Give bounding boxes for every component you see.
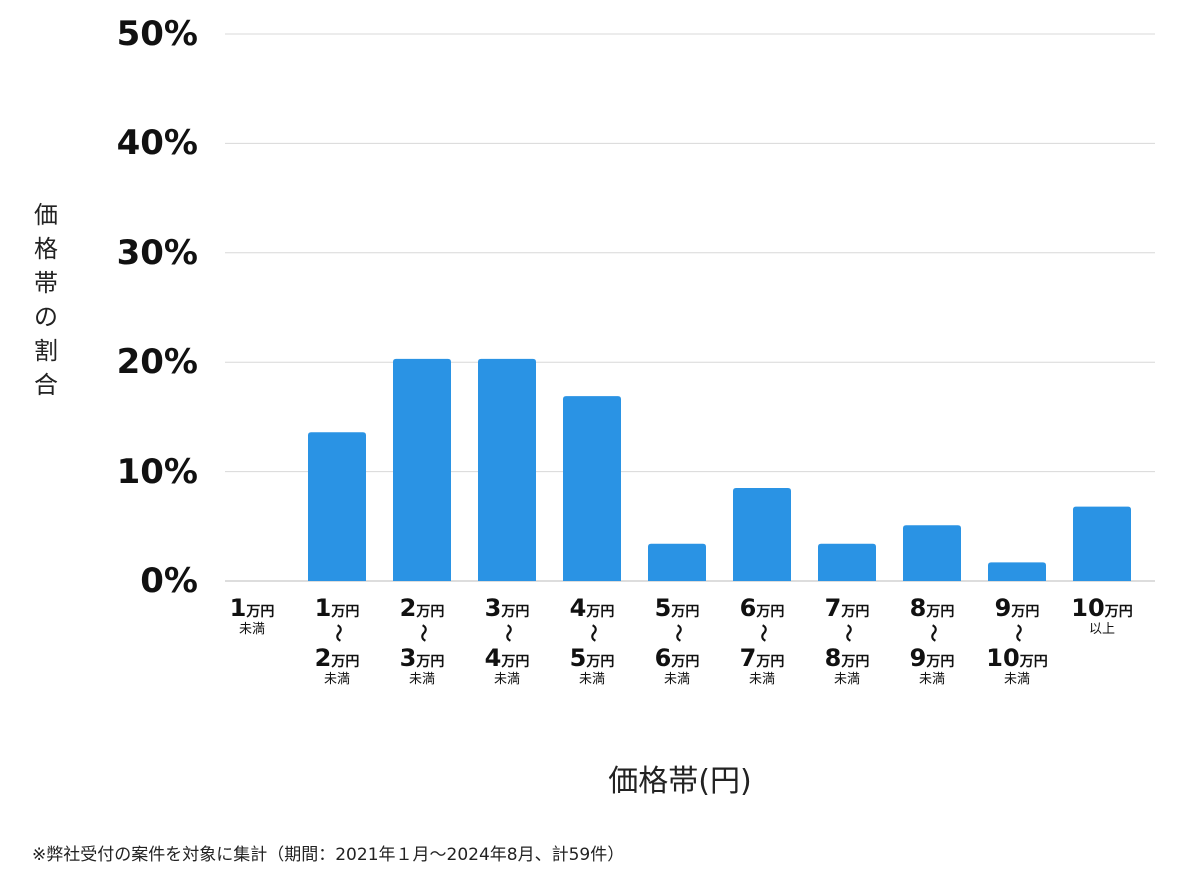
y-tick-label: 50% [116,14,198,54]
footnote: ※弊社受付の案件を対象に集計（期間：2021年１月〜2024年8月、計59件） [32,845,625,865]
y-tick-label: 0% [140,561,198,601]
range-unit: 万円 [671,604,700,620]
x-tick-label: 2万円〜 3万円 未満 [380,594,464,688]
range-from: 1 [229,594,247,622]
range-suffix: 未満 [323,672,350,687]
range-unit: 万円 [1019,654,1048,670]
range-unit: 万円 [756,654,785,670]
bar [733,488,791,581]
bar [478,358,536,581]
range-from: 6 [739,594,757,622]
range-from: 2 [399,594,417,622]
range-to: 7 [739,644,757,672]
y-axis-label-char: の [34,303,58,331]
range-tilde: 〜 [327,624,348,642]
bar [648,543,706,581]
range-from: 3 [484,594,502,622]
range-tilde: 〜 [582,624,603,642]
range-tilde: 〜 [922,624,943,642]
range-unit: 万円 [1011,604,1040,620]
range-unit: 万円 [671,654,700,670]
y-axis-label-char: 帯 [34,269,58,297]
range-tilde: 〜 [1007,624,1028,642]
range-suffix: 未満 [238,622,265,637]
range-to: 10 [986,644,1020,672]
y-tick-label: 10% [116,451,198,492]
x-tick-label: 4万円〜 5万円 未満 [550,594,634,688]
range-from: 1 [314,594,332,622]
bar [1073,506,1131,581]
range-from: 9 [994,594,1012,622]
range-tilde: 〜 [837,624,858,642]
range-suffix: 未満 [918,672,945,687]
x-tick-label: 5万円〜 6万円 未満 [635,594,719,688]
bar [988,562,1046,581]
range-suffix: 未満 [748,672,775,687]
range-from: 7 [824,594,842,622]
range-to: 9 [909,644,927,672]
bar [393,358,451,581]
bar [308,432,366,581]
range-unit: 万円 [416,654,445,670]
range-suffix: 以上 [1088,622,1115,637]
x-tick-label: 10万円以上 [1060,594,1144,638]
range-suffix: 未満 [493,672,520,687]
x-axis-label: 価格帯(円) [608,764,752,799]
range-from: 5 [654,594,672,622]
range-unit: 万円 [501,654,530,670]
y-axis-label: 価格帯の割合 [28,198,64,402]
x-tick-label: 9万円〜 10万円 未満 [975,594,1059,688]
range-unit: 万円 [246,604,275,620]
range-suffix: 未満 [578,672,605,687]
range-suffix: 未満 [1003,672,1030,687]
range-tilde: 〜 [412,624,433,642]
range-to: 2 [314,644,332,672]
y-tick-label: 20% [116,342,198,383]
range-tilde: 〜 [752,624,773,642]
range-tilde: 〜 [667,624,688,642]
range-unit: 万円 [331,654,360,670]
bar [563,396,621,581]
range-unit: 万円 [1104,604,1133,620]
range-tilde: 〜 [497,624,518,642]
range-to: 3 [399,644,417,672]
range-from: 4 [569,594,587,622]
x-tick-label: 7万円〜 8万円 未満 [805,594,889,688]
range-unit: 万円 [331,604,360,620]
range-unit: 万円 [926,654,955,670]
y-tick-label: 40% [116,123,198,164]
x-tick-label: 1万円未満 [210,594,294,638]
x-tick-label: 1万円〜 2万円 未満 [295,594,379,688]
range-unit: 万円 [416,604,445,620]
range-unit: 万円 [586,654,615,670]
range-from: 8 [909,594,927,622]
range-unit: 万円 [841,654,870,670]
range-unit: 万円 [586,604,615,620]
range-to: 8 [824,644,842,672]
x-tick-label: 6万円〜 7万円 未満 [720,594,804,688]
range-to: 4 [484,644,502,672]
y-axis-label-char: 格 [34,235,58,263]
range-unit: 万円 [501,604,530,620]
range-suffix: 未満 [663,672,690,687]
bar [903,525,961,581]
bar [818,543,876,581]
range-to: 6 [654,644,672,672]
y-axis-label-char: 割 [34,337,58,365]
range-to: 5 [569,644,587,672]
range-from: 10 [1071,594,1105,622]
range-unit: 万円 [756,604,785,620]
y-axis-label-char: 価 [34,201,58,229]
x-tick-label: 8万円〜 9万円 未満 [890,594,974,688]
x-tick-label: 3万円〜 4万円 未満 [465,594,549,688]
range-suffix: 未満 [408,672,435,687]
range-unit: 万円 [841,604,870,620]
range-unit: 万円 [926,604,955,620]
y-tick-label: 30% [116,232,198,273]
range-suffix: 未満 [833,672,860,687]
y-axis-label-char: 合 [34,371,58,399]
